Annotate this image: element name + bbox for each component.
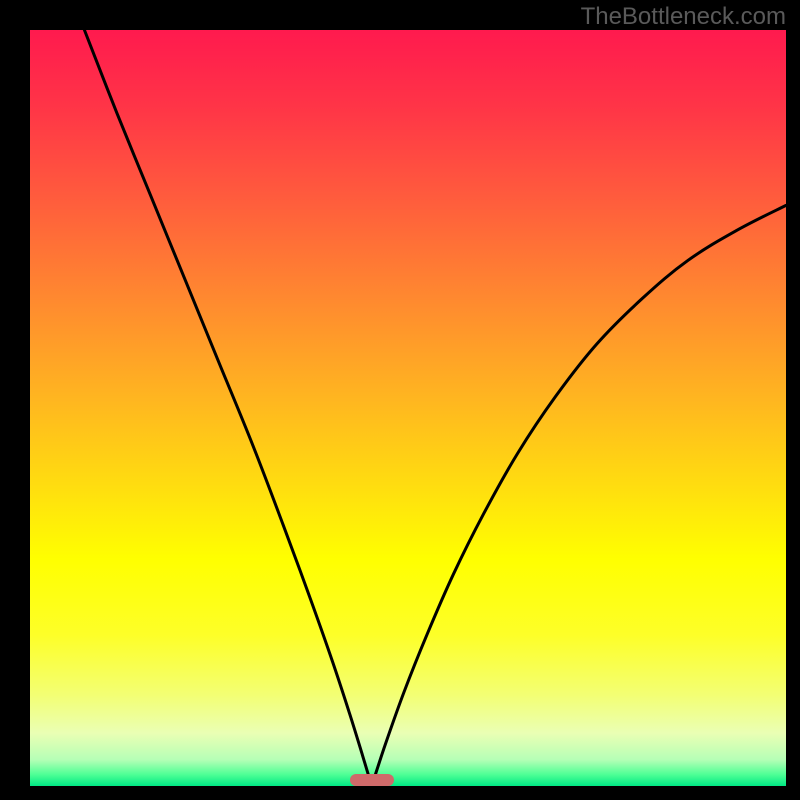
bottleneck-curve (0, 0, 800, 800)
curve-left-branch (84, 30, 371, 786)
bottleneck-marker (350, 774, 394, 786)
watermark-text: TheBottleneck.com (581, 3, 786, 31)
curve-right-branch (372, 205, 786, 786)
chart-frame: TheBottleneck.com (0, 0, 800, 800)
